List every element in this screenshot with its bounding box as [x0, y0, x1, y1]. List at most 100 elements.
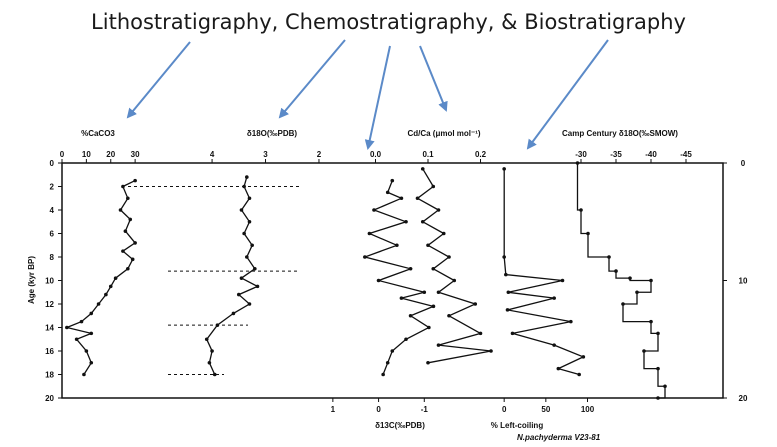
d18o-tick-label: 3 — [263, 150, 268, 159]
caco3-axis-label: %CaCO3 — [81, 129, 115, 138]
d18o-data-point — [245, 175, 249, 179]
d13c-data-point — [390, 349, 395, 353]
cdca-data-point — [436, 290, 441, 295]
d13c-data-point — [399, 196, 404, 201]
d18o-series-line — [205, 176, 260, 375]
annotation-arrow — [278, 39, 346, 119]
d18o-tick-label: 2 — [317, 150, 322, 159]
d18o-data-point — [210, 349, 214, 353]
caco3-data-point — [130, 257, 135, 262]
caco3-data-point — [133, 178, 137, 183]
caco3-data-point — [113, 276, 118, 280]
caco3-data-point — [121, 249, 125, 253]
cdca-tick-label: 0.2 — [475, 150, 487, 159]
d18o-data-point — [204, 337, 209, 342]
d13c-data-point — [422, 290, 427, 295]
d13c-axis-label: δ13C(‰PDB) — [375, 421, 425, 430]
cdca-data-point — [431, 184, 436, 189]
campcentury-data-point — [579, 208, 583, 212]
cdca-data-point — [489, 349, 493, 353]
cdca-data-point — [478, 331, 483, 336]
right-tick-label: 10 — [739, 277, 748, 286]
d13c-data-point — [408, 266, 413, 271]
leftcoiling-data-point — [506, 290, 511, 295]
leftcoiling-data-point — [502, 167, 506, 171]
campcentury-tick-label: -35 — [610, 150, 622, 159]
caco3-data-point — [128, 217, 133, 222]
d18o-tick-label: 4 — [210, 150, 215, 159]
d13c-data-point — [399, 296, 404, 300]
campcentury-data-point — [575, 161, 580, 165]
d18o-data-point — [245, 255, 249, 259]
annotation-arrow — [526, 39, 609, 150]
caco3-tick-label: 10 — [82, 150, 91, 159]
right-tick-label: 0 — [741, 159, 746, 168]
right-tick-label: 20 — [739, 394, 748, 403]
caco3-data-point — [104, 292, 108, 297]
leftcoiling-tick-label: 100 — [581, 405, 595, 414]
d13c-data-point — [408, 313, 413, 318]
y-tick-label: 8 — [50, 253, 55, 262]
caco3-data-point — [126, 266, 130, 271]
campcentury-data-point — [607, 255, 611, 259]
campcentury-tick-label: -30 — [575, 150, 587, 159]
annotation-arrow — [126, 41, 191, 119]
campcentury-data-point — [586, 231, 590, 236]
cdca-data-point — [452, 278, 457, 283]
annotation-arrow — [364, 45, 391, 150]
d18o-data-point — [253, 266, 257, 271]
leftcoiling-data-point — [581, 355, 586, 359]
d13c-data-point — [427, 325, 431, 330]
cdca-data-point — [431, 266, 436, 271]
d13c-data-point — [363, 255, 367, 259]
caco3-data-point — [89, 311, 94, 316]
leftcoiling-data-point — [569, 319, 573, 324]
caco3-data-point — [126, 196, 130, 201]
caco3-tick-label: 0 — [60, 150, 65, 159]
caco3-data-point — [118, 208, 123, 212]
d13c-tick-label: 0 — [376, 405, 381, 414]
cdca-data-point — [426, 360, 430, 365]
d13c-data-point — [367, 231, 372, 236]
y-axis-label: Age (kyr BP) — [27, 256, 36, 304]
cdca-data-point — [441, 231, 446, 236]
leftcoiling-data-point — [577, 372, 581, 377]
leftcoiling-data-point — [505, 308, 510, 312]
y-tick-label: 18 — [45, 371, 54, 380]
d13c-data-point — [372, 208, 376, 212]
d13c-data-point — [395, 243, 399, 248]
cdca-data-point — [436, 343, 441, 347]
cdca-data-point — [415, 196, 420, 201]
cdca-data-point — [436, 208, 441, 212]
y-tick-label: 16 — [45, 347, 54, 356]
annotation-arrow — [419, 45, 448, 112]
cdca-axis-label: Cd/Ca (μmol mol⁻¹) — [407, 129, 480, 138]
d13c-data-point — [404, 337, 408, 342]
leftcoiling-axis-label: % Left-coiling — [491, 421, 544, 430]
d13c-data-point — [431, 304, 436, 309]
campcentury-axis-label: Camp Century δ18O(‰SMOW) — [562, 129, 678, 138]
campcentury-data-point — [663, 384, 667, 389]
campcentury-data-point — [649, 278, 653, 283]
y-tick-label: 12 — [45, 300, 54, 309]
campcentury-data-point — [656, 366, 660, 371]
caco3-data-point — [79, 319, 84, 324]
cdca-tick-label: 0.1 — [422, 150, 434, 159]
leftcoiling-sublabel: N.pachyderma V23-81 — [517, 433, 601, 442]
cdca-data-point — [447, 255, 451, 259]
caco3-data-point — [84, 349, 89, 353]
caco3-tick-label: 20 — [106, 150, 115, 159]
caco3-data-point — [108, 284, 113, 289]
caco3-data-point — [89, 331, 94, 336]
caco3-tick-label: 30 — [131, 150, 140, 159]
caco3-data-point — [133, 241, 137, 245]
cdca-data-point — [447, 313, 451, 318]
cdca-data-point — [420, 167, 425, 171]
d18o-data-point — [231, 311, 236, 316]
leftcoiling-series-line — [503, 168, 585, 376]
d13c-data-point — [385, 360, 390, 365]
d13c-data-point — [376, 278, 381, 283]
caco3-data-point — [65, 325, 69, 330]
campcentury-data-point — [635, 290, 639, 295]
